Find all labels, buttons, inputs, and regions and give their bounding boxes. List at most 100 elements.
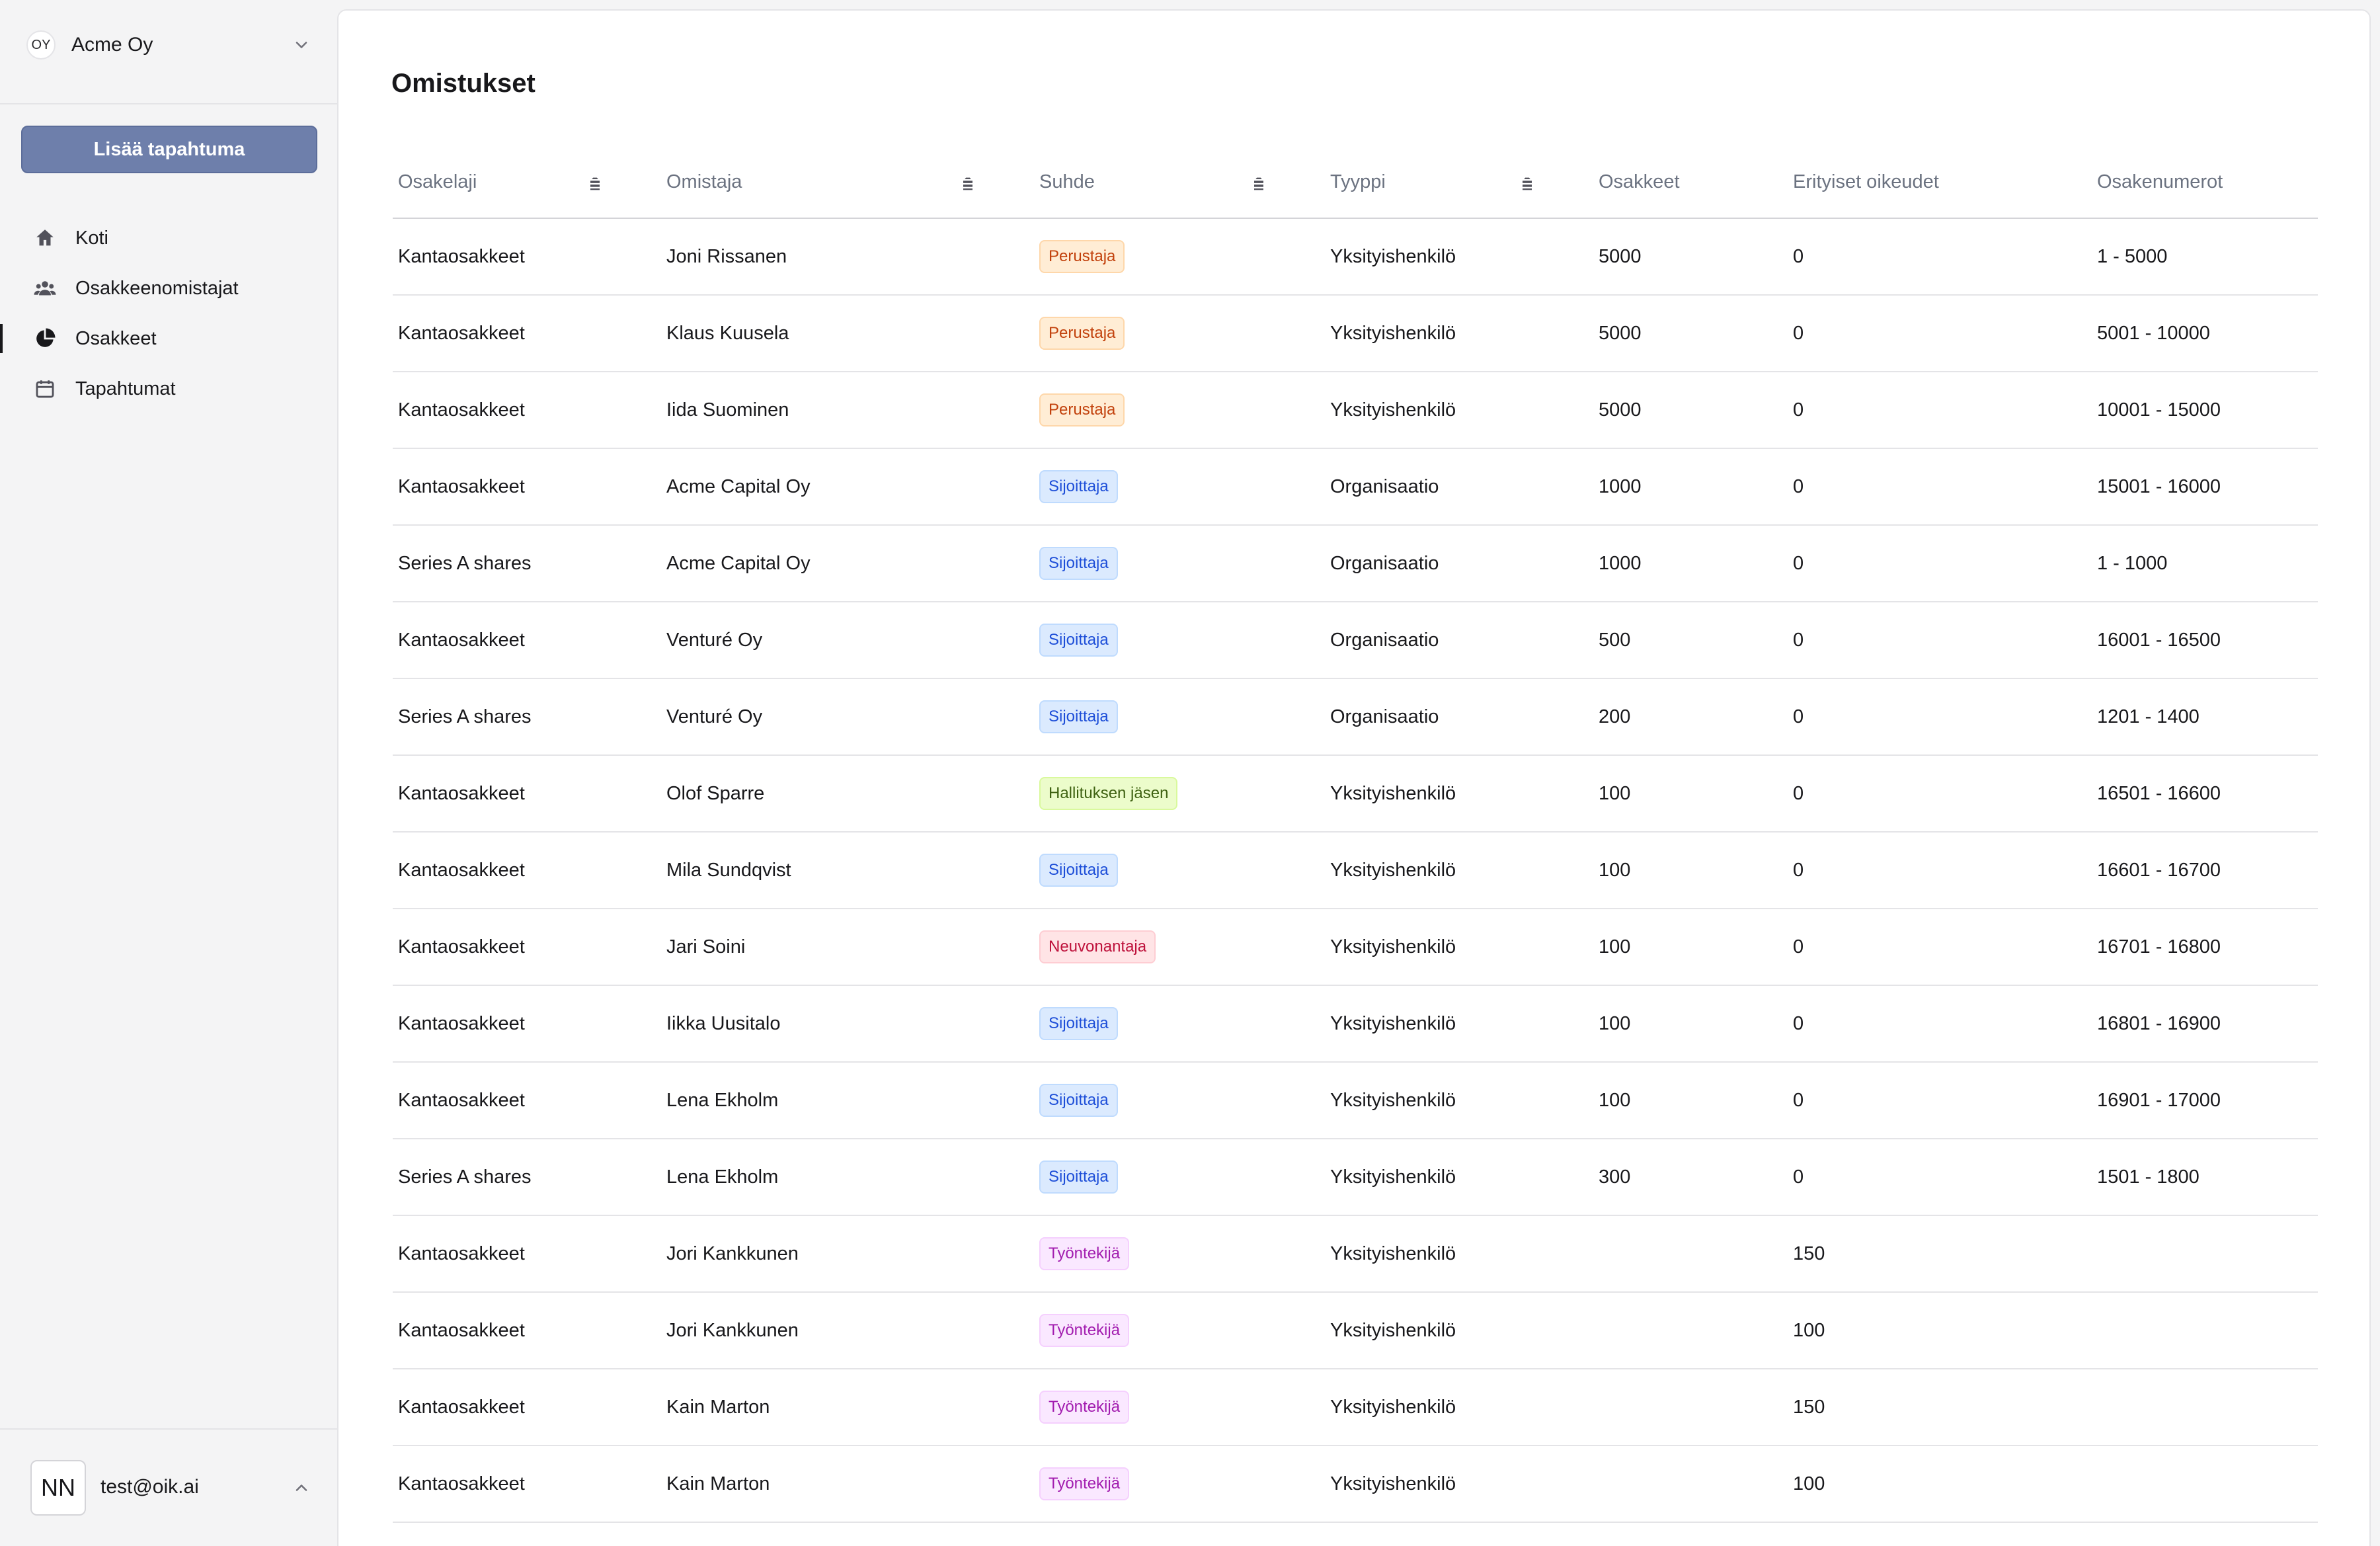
cell-osakelaji: Kantaosakkeet [393,909,661,986]
cell-tyyppi: Yksityishenkilö [1325,372,1593,449]
column-header-osakenumerot: Osakenumerot [2092,147,2318,219]
cell-osakenumerot: 16801 - 16900 [2092,985,2318,1063]
cell-osakelaji: Kantaosakkeet [393,448,661,526]
cell-erityiset-oikeudet: 0 [1788,602,2092,679]
add-event-button[interactable]: Lisää tapahtuma [21,126,317,173]
table-row[interactable]: Kantaosakkeet Olof Sparre Hallituksen jäse… [393,755,2318,833]
table-row[interactable]: Kantaosakkeet Jori Kankkunen Työntekijä Yks… [393,1292,2318,1369]
relation-badge: Sijoittaja [1039,854,1118,887]
chevron-up-icon[interactable] [292,1479,311,1497]
cell-omistaja: Iikka Uusitalo [661,985,1034,1063]
cell-osakenumerot: 1 - 1000 [2092,525,2318,602]
cell-suhde: Sijoittaja [1034,678,1325,756]
cell-osakelaji: Kantaosakkeet [393,1369,661,1446]
table-row[interactable]: Kantaosakkeet Joni Rissanen Perustaja Yksit… [393,218,2318,296]
column-header-osakkeet: Osakkeet [1593,147,1788,219]
column-label: Erityiset oikeudet [1793,171,1939,192]
column-header-suhde[interactable]: Suhde [1034,147,1325,219]
cell-erityiset-oikeudet: 0 [1788,448,2092,526]
cell-omistaja: Olof Sparre [661,755,1034,833]
table-row[interactable]: Kantaosakkeet Klaus Kuusela Perustaja Yksit… [393,295,2318,372]
sidebar-item-osakkeenomistajat[interactable]: Osakkeenomistajat [0,263,337,313]
table-row[interactable]: Kantaosakkeet Jori Kankkunen Työntekijä Yks… [393,1215,2318,1293]
cell-omistaja: Acme Capital Oy [661,448,1034,526]
relation-badge: Sijoittaja [1039,1007,1118,1040]
table-body: Kantaosakkeet Joni Rissanen Perustaja Yksit… [393,218,2318,1523]
main-panel: Omistukset Osakelaji Omistaja Suhde [337,9,2371,1546]
cell-suhde: Sijoittaja [1034,448,1325,526]
cell-suhde: Työntekijä [1034,1445,1325,1523]
relation-badge: Sijoittaja [1039,547,1118,580]
sort-icon[interactable] [586,175,604,193]
cell-suhde: Sijoittaja [1034,985,1325,1063]
relation-badge: Sijoittaja [1039,1160,1118,1194]
cell-erityiset-oikeudet: 0 [1788,832,2092,909]
table-row[interactable]: Kantaosakkeet Kain Marton Työntekijä Yksity… [393,1445,2318,1523]
cell-suhde: Sijoittaja [1034,1062,1325,1139]
table-row[interactable]: Kantaosakkeet Iida Suominen Perustaja Yksit… [393,372,2318,449]
cell-osakelaji: Kantaosakkeet [393,755,661,833]
relation-badge: Sijoittaja [1039,1084,1118,1117]
sidebar-item-koti[interactable]: Koti [0,213,337,263]
cell-osakkeet: 5000 [1593,295,1788,372]
cell-osakenumerot [2092,1292,2318,1369]
cell-osakkeet: 300 [1593,1139,1788,1216]
sort-icon[interactable] [959,175,977,193]
table-row[interactable]: Kantaosakkeet Kain Marton Työntekijä Yksity… [393,1369,2318,1446]
cell-omistaja: Lena Ekholm [661,1062,1034,1139]
cell-osakkeet [1593,1445,1788,1523]
cell-suhde: Neuvonantaja [1034,909,1325,986]
chevron-down-icon[interactable] [292,36,311,54]
table-row[interactable]: Kantaosakkeet Acme Capital Oy Sijoittaja Or… [393,448,2318,526]
cell-osakenumerot: 16601 - 16700 [2092,832,2318,909]
cell-osakenumerot: 10001 - 15000 [2092,372,2318,449]
column-header-omistaja[interactable]: Omistaja [661,147,1034,219]
relation-badge: Perustaja [1039,317,1125,350]
cell-tyyppi: Yksityishenkilö [1325,755,1593,833]
cell-osakkeet: 1000 [1593,448,1788,526]
column-label: Osakenumerot [2097,171,2223,192]
cell-erityiset-oikeudet: 100 [1788,1445,2092,1523]
table-row[interactable]: Kantaosakkeet Lena Ekholm Sijoittaja Yksity… [393,1062,2318,1139]
cell-suhde: Perustaja [1034,295,1325,372]
avatar: NN [30,1460,86,1516]
calendar-icon [33,377,57,401]
relation-badge: Työntekijä [1039,1467,1130,1500]
sidebar-item-osakkeet[interactable]: Osakkeet [0,313,337,364]
table-row[interactable]: Kantaosakkeet Iikka Uusitalo Sijoittaja Yks… [393,985,2318,1063]
column-label: Omistaja [666,171,742,192]
cell-omistaja: Joni Rissanen [661,218,1034,296]
sort-icon[interactable] [1518,175,1536,193]
cell-suhde: Perustaja [1034,372,1325,449]
cell-osakkeet: 200 [1593,678,1788,756]
cell-omistaja: Mila Sundqvist [661,832,1034,909]
cell-osakenumerot: 16901 - 17000 [2092,1062,2318,1139]
cell-erityiset-oikeudet: 0 [1788,1139,2092,1216]
cell-omistaja: Iida Suominen [661,372,1034,449]
table-row[interactable]: Series A shares Acme Capital Oy Sijoittaja… [393,525,2318,602]
table-row[interactable]: Series A shares Venturé Oy Sijoittaja Organ… [393,678,2318,756]
cell-osakenumerot: 1201 - 1400 [2092,678,2318,756]
cell-tyyppi: Organisaatio [1325,525,1593,602]
cell-osakelaji: Kantaosakkeet [393,832,661,909]
cell-suhde: Sijoittaja [1034,1139,1325,1216]
cell-omistaja: Jari Soini [661,909,1034,986]
column-header-osakelaji[interactable]: Osakelaji [393,147,661,219]
cell-tyyppi: Organisaatio [1325,678,1593,756]
sidebar-item-tapahtumat[interactable]: Tapahtumat [0,364,337,414]
table-row[interactable]: Kantaosakkeet Jari Soini Neuvonantaja Yksit… [393,909,2318,986]
cell-osakenumerot [2092,1215,2318,1293]
cell-tyyppi: Organisaatio [1325,448,1593,526]
cell-osakenumerot: 16501 - 16600 [2092,755,2318,833]
table-row[interactable]: Series A shares Lena Ekholm Sijoittaja Yksi… [393,1139,2318,1216]
user-menu[interactable]: NN test@oik.ai [0,1428,337,1546]
org-switcher[interactable]: OY Acme Oy [26,24,311,66]
relation-badge: Työntekijä [1039,1391,1130,1424]
cell-erityiset-oikeudet: 0 [1788,909,2092,986]
table-row[interactable]: Kantaosakkeet Mila Sundqvist Sijoittaja Yks… [393,832,2318,909]
cell-suhde: Työntekijä [1034,1369,1325,1446]
column-header-tyyppi[interactable]: Tyyppi [1325,147,1593,219]
cell-osakkeet: 100 [1593,985,1788,1063]
table-row[interactable]: Kantaosakkeet Venturé Oy Sijoittaja Organis… [393,602,2318,679]
sort-icon[interactable] [1250,175,1268,193]
